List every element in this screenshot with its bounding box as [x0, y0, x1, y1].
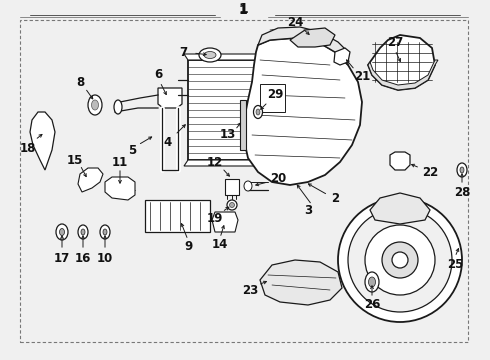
Text: 9: 9 — [184, 240, 192, 253]
Text: 16: 16 — [75, 252, 91, 265]
Ellipse shape — [253, 105, 263, 118]
Text: 25: 25 — [447, 258, 463, 271]
Text: 27: 27 — [387, 36, 403, 49]
Text: 1: 1 — [238, 2, 248, 16]
Text: 4: 4 — [164, 135, 172, 148]
Ellipse shape — [368, 277, 375, 287]
Text: 24: 24 — [287, 15, 303, 28]
Text: 8: 8 — [76, 76, 84, 89]
Text: 22: 22 — [422, 166, 438, 179]
Text: 14: 14 — [212, 238, 228, 252]
Text: 15: 15 — [67, 153, 83, 166]
Text: 20: 20 — [270, 171, 286, 184]
Ellipse shape — [92, 100, 98, 110]
Text: 28: 28 — [454, 185, 470, 198]
Circle shape — [382, 242, 418, 278]
Polygon shape — [30, 112, 55, 170]
Ellipse shape — [114, 100, 122, 114]
Polygon shape — [368, 60, 438, 90]
Ellipse shape — [103, 229, 107, 235]
Bar — [260, 84, 285, 112]
Polygon shape — [290, 28, 335, 47]
Text: 11: 11 — [112, 156, 128, 168]
Polygon shape — [370, 193, 430, 224]
Text: 1: 1 — [239, 4, 247, 17]
Text: 10: 10 — [97, 252, 113, 265]
Bar — [225, 179, 239, 195]
Ellipse shape — [457, 163, 467, 177]
Ellipse shape — [78, 225, 88, 239]
Text: 21: 21 — [354, 71, 370, 84]
Polygon shape — [212, 212, 238, 232]
Ellipse shape — [56, 224, 68, 240]
Text: 12: 12 — [207, 156, 223, 168]
Polygon shape — [158, 88, 182, 108]
Polygon shape — [105, 177, 135, 200]
Text: 13: 13 — [220, 129, 236, 141]
Polygon shape — [390, 152, 410, 170]
Ellipse shape — [88, 95, 102, 115]
Text: 29: 29 — [267, 89, 283, 102]
Bar — [188, 60, 256, 160]
Polygon shape — [334, 48, 350, 65]
Text: 23: 23 — [242, 284, 258, 297]
Polygon shape — [258, 27, 348, 65]
Text: 17: 17 — [54, 252, 70, 265]
Ellipse shape — [227, 200, 237, 210]
Text: 19: 19 — [207, 211, 223, 225]
Text: 18: 18 — [20, 141, 36, 154]
Ellipse shape — [256, 109, 260, 115]
Ellipse shape — [460, 167, 464, 173]
Ellipse shape — [100, 225, 110, 239]
Circle shape — [365, 225, 435, 295]
Polygon shape — [260, 260, 342, 305]
Text: 5: 5 — [128, 144, 136, 157]
Ellipse shape — [199, 48, 221, 62]
Ellipse shape — [204, 51, 216, 58]
Polygon shape — [240, 100, 246, 150]
Polygon shape — [184, 160, 260, 166]
Circle shape — [338, 198, 462, 322]
Polygon shape — [244, 38, 362, 185]
Circle shape — [348, 208, 452, 312]
Text: 26: 26 — [364, 298, 380, 311]
Ellipse shape — [229, 202, 235, 207]
Polygon shape — [184, 54, 260, 60]
Ellipse shape — [81, 229, 85, 235]
Ellipse shape — [365, 272, 379, 292]
Text: 2: 2 — [331, 192, 339, 204]
Text: 7: 7 — [179, 45, 187, 58]
Text: 6: 6 — [154, 68, 162, 81]
Polygon shape — [78, 168, 103, 192]
Bar — [20, 20, 468, 342]
Polygon shape — [145, 200, 210, 232]
Polygon shape — [368, 35, 435, 90]
Ellipse shape — [244, 181, 252, 191]
Circle shape — [392, 252, 408, 268]
Ellipse shape — [59, 229, 65, 235]
Text: 3: 3 — [304, 203, 312, 216]
